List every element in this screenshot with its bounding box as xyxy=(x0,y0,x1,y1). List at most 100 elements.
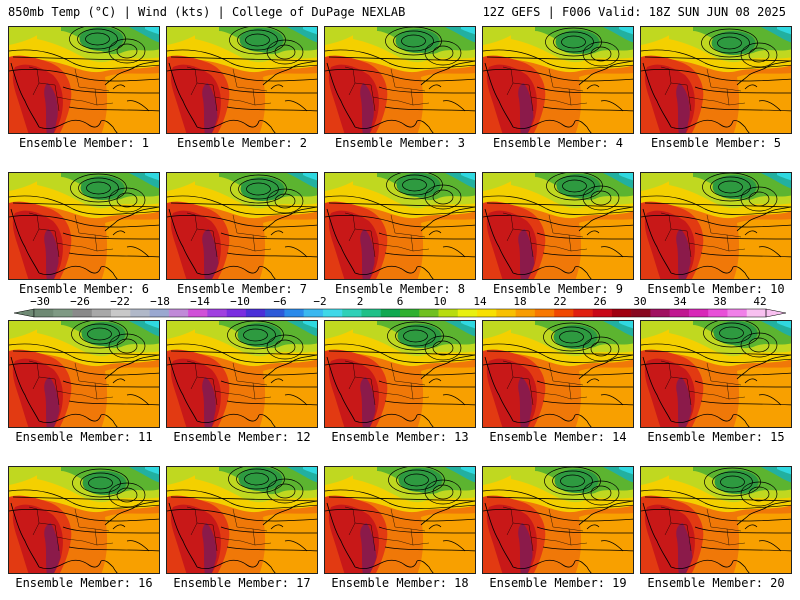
ensemble-member-label-18: Ensemble Member: 18 xyxy=(331,576,469,590)
ensemble-member-label-16: Ensemble Member: 16 xyxy=(15,576,153,590)
ensemble-map-12 xyxy=(166,320,318,428)
colorbar-swatch xyxy=(342,309,362,317)
ensemble-map-20 xyxy=(640,466,792,574)
colorbar-tick-label: −6 xyxy=(273,295,286,308)
colorbar-swatch xyxy=(400,309,420,317)
colorbar-swatch xyxy=(111,309,131,317)
colorbar-tick-label: −14 xyxy=(190,295,210,308)
colorbar-swatch xyxy=(573,309,593,317)
ensemble-member-label-20: Ensemble Member: 20 xyxy=(647,576,785,590)
ensemble-map-4 xyxy=(482,26,634,134)
colorbar-tick-label: 10 xyxy=(433,295,446,308)
colorbar-tick-label: 38 xyxy=(713,295,726,308)
colorbar-arrow-high xyxy=(765,308,787,318)
colorbar-swatch xyxy=(708,309,728,317)
colorbar-tick-label: 6 xyxy=(397,295,404,308)
ensemble-member-label-19: Ensemble Member: 19 xyxy=(489,576,627,590)
ensemble-map-3 xyxy=(324,26,476,134)
colorbar-swatch xyxy=(284,309,304,317)
ensemble-map-17 xyxy=(166,466,318,574)
ensemble-map-5 xyxy=(640,26,792,134)
ensemble-map-18 xyxy=(324,466,476,574)
ensemble-map-1 xyxy=(8,26,160,134)
ensemble-map-2 xyxy=(166,26,318,134)
ensemble-member-label-2: Ensemble Member: 2 xyxy=(176,136,308,150)
colorbar-swatch xyxy=(226,309,247,317)
header-title: 850mb Temp (°C) | Wind (kts) | College o… xyxy=(8,5,406,19)
colorbar-swatch xyxy=(130,309,150,317)
colorbar-swatch xyxy=(419,309,439,317)
ensemble-map-8 xyxy=(324,172,476,280)
ensemble-map-16 xyxy=(8,466,160,574)
colorbar-swatch xyxy=(438,309,459,317)
colorbar-swatch xyxy=(91,309,112,317)
colorbar-swatch xyxy=(515,309,536,317)
ensemble-map-13 xyxy=(324,320,476,428)
colorbar-swatch xyxy=(631,309,651,317)
ensemble-member-label-15: Ensemble Member: 15 xyxy=(647,430,785,444)
colorbar-swatch xyxy=(149,309,170,317)
ensemble-map-11 xyxy=(8,320,160,428)
ensemble-member-label-11: Ensemble Member: 11 xyxy=(15,430,153,444)
temperature-colorbar: −30 −26 −22 −18 −14 −10 −6 −2 2 6 10 14 18 22 26 30 34 38… xyxy=(13,295,787,318)
colorbar-tick-label: −10 xyxy=(230,295,250,308)
ensemble-map-10 xyxy=(640,172,792,280)
colorbar-swatch xyxy=(457,309,478,317)
ensemble-member-label-12: Ensemble Member: 12 xyxy=(173,430,311,444)
colorbar-tick-label: 26 xyxy=(593,295,606,308)
ensemble-map-6 xyxy=(8,172,160,280)
colorbar-tick-label: −26 xyxy=(70,295,90,308)
ensemble-map-9 xyxy=(482,172,634,280)
ensemble-map-19 xyxy=(482,466,634,574)
colorbar-tick-label: 30 xyxy=(633,295,646,308)
colorbar-tick-label: 22 xyxy=(553,295,566,308)
ensemble-member-label-14: Ensemble Member: 14 xyxy=(489,430,627,444)
ensemble-member-label-3: Ensemble Member: 3 xyxy=(334,136,466,150)
ensemble-member-label-13: Ensemble Member: 13 xyxy=(331,430,469,444)
ensemble-member-label-8: Ensemble Member: 8 xyxy=(334,282,466,296)
colorbar-swatch xyxy=(265,309,285,317)
colorbar-tick-label: −30 xyxy=(30,295,50,308)
colorbar-swatch xyxy=(611,309,632,317)
colorbar-swatch xyxy=(554,309,574,317)
ensemble-map-7 xyxy=(166,172,318,280)
colorbar-swatch xyxy=(361,309,382,317)
ensemble-map-14 xyxy=(482,320,634,428)
ensemble-member-label-10: Ensemble Member: 10 xyxy=(647,282,785,296)
ensemble-member-label-6: Ensemble Member: 6 xyxy=(18,282,150,296)
ensemble-map-15 xyxy=(640,320,792,428)
colorbar-swatch xyxy=(534,309,555,317)
colorbar-swatch xyxy=(53,309,73,317)
colorbar-tick-label: −22 xyxy=(110,295,130,308)
colorbar-tick-label: 34 xyxy=(673,295,687,308)
ensemble-member-label-1: Ensemble Member: 1 xyxy=(18,136,150,150)
colorbar-swatch xyxy=(207,309,227,317)
ensemble-member-label-7: Ensemble Member: 7 xyxy=(176,282,308,296)
colorbar-swatch xyxy=(34,309,54,317)
colorbar-tick-label: 42 xyxy=(753,295,766,308)
ensemble-member-label-17: Ensemble Member: 17 xyxy=(173,576,311,590)
colorbar-swatch xyxy=(322,309,343,317)
colorbar-tick-label: −2 xyxy=(313,295,326,308)
ensemble-member-label-4: Ensemble Member: 4 xyxy=(492,136,624,150)
colorbar-arrow-low xyxy=(13,308,35,318)
colorbar-swatch xyxy=(496,309,516,317)
colorbar-swatch xyxy=(650,309,670,317)
colorbar-tick-label: 14 xyxy=(473,295,487,308)
colorbar-swatch xyxy=(245,309,266,317)
colorbar-tick-label: 2 xyxy=(357,295,364,308)
colorbar-swatch xyxy=(168,309,189,317)
header-run-info: 12Z GEFS | F006 Valid: 18Z SUN JUN 08 20… xyxy=(482,5,786,19)
ensemble-member-label-9: Ensemble Member: 9 xyxy=(492,282,624,296)
colorbar-swatch xyxy=(669,309,690,317)
colorbar-tick-label: −18 xyxy=(150,295,170,308)
colorbar-swatch xyxy=(592,309,613,317)
colorbar-outline xyxy=(33,308,767,318)
colorbar-tick-label: 18 xyxy=(513,295,526,308)
colorbar-swatch xyxy=(188,309,208,317)
colorbar-swatch xyxy=(380,309,401,317)
colorbar-swatch xyxy=(477,309,497,317)
colorbar-swatch xyxy=(72,309,93,317)
ensemble-member-label-5: Ensemble Member: 5 xyxy=(650,136,782,150)
colorbar-swatch xyxy=(688,309,709,317)
